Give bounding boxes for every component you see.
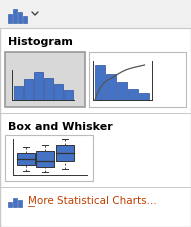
Bar — [56, 145, 74, 161]
Bar — [36, 151, 54, 167]
Bar — [89, 52, 186, 107]
Bar — [5, 52, 85, 107]
Bar — [54, 84, 63, 100]
Bar — [117, 82, 127, 100]
Bar — [128, 89, 138, 100]
Bar — [8, 14, 12, 23]
Bar — [0, 0, 191, 28]
Text: Box and Whisker: Box and Whisker — [8, 122, 113, 132]
Text: Histogram: Histogram — [8, 37, 73, 47]
Bar — [8, 202, 12, 207]
Bar — [14, 86, 23, 100]
Bar — [23, 16, 27, 23]
Bar — [44, 78, 53, 100]
Bar — [18, 12, 22, 23]
Bar — [13, 198, 17, 207]
Bar — [13, 9, 17, 23]
Bar — [106, 74, 116, 100]
Bar — [5, 135, 93, 181]
Text: More Statistical Charts...: More Statistical Charts... — [28, 196, 157, 206]
Bar — [18, 200, 22, 207]
Bar — [17, 153, 35, 165]
Bar — [95, 65, 105, 100]
Bar — [139, 93, 149, 100]
Bar — [34, 72, 43, 100]
Bar — [24, 79, 33, 100]
Bar — [64, 90, 73, 100]
